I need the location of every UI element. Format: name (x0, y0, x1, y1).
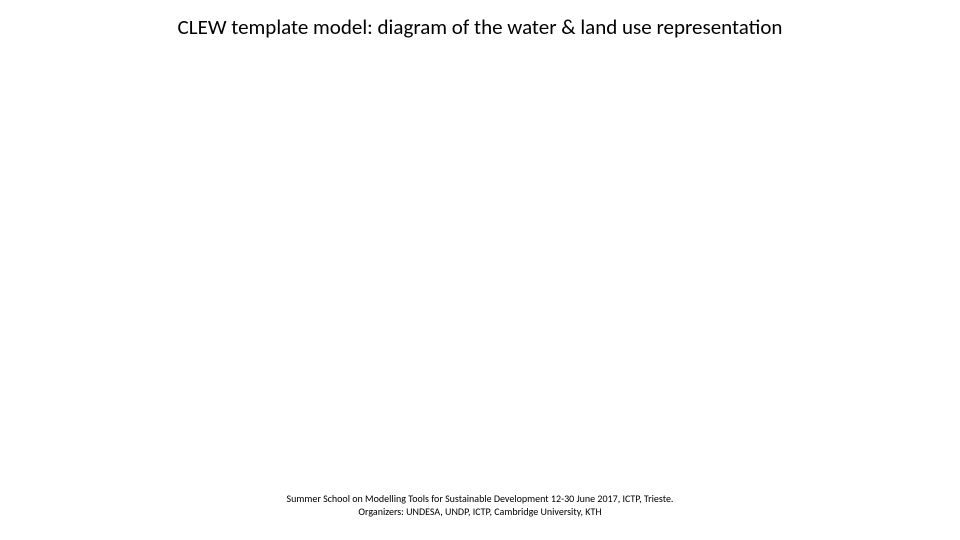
slide-footer: Summer School on Modelling Tools for Sus… (0, 492, 960, 518)
footer-line-1: Summer School on Modelling Tools for Sus… (0, 492, 960, 505)
footer-line-2: Organizers: UNDESA, UNDP, ICTP, Cambridg… (0, 505, 960, 518)
slide-title: CLEW template model: diagram of the wate… (0, 14, 960, 40)
